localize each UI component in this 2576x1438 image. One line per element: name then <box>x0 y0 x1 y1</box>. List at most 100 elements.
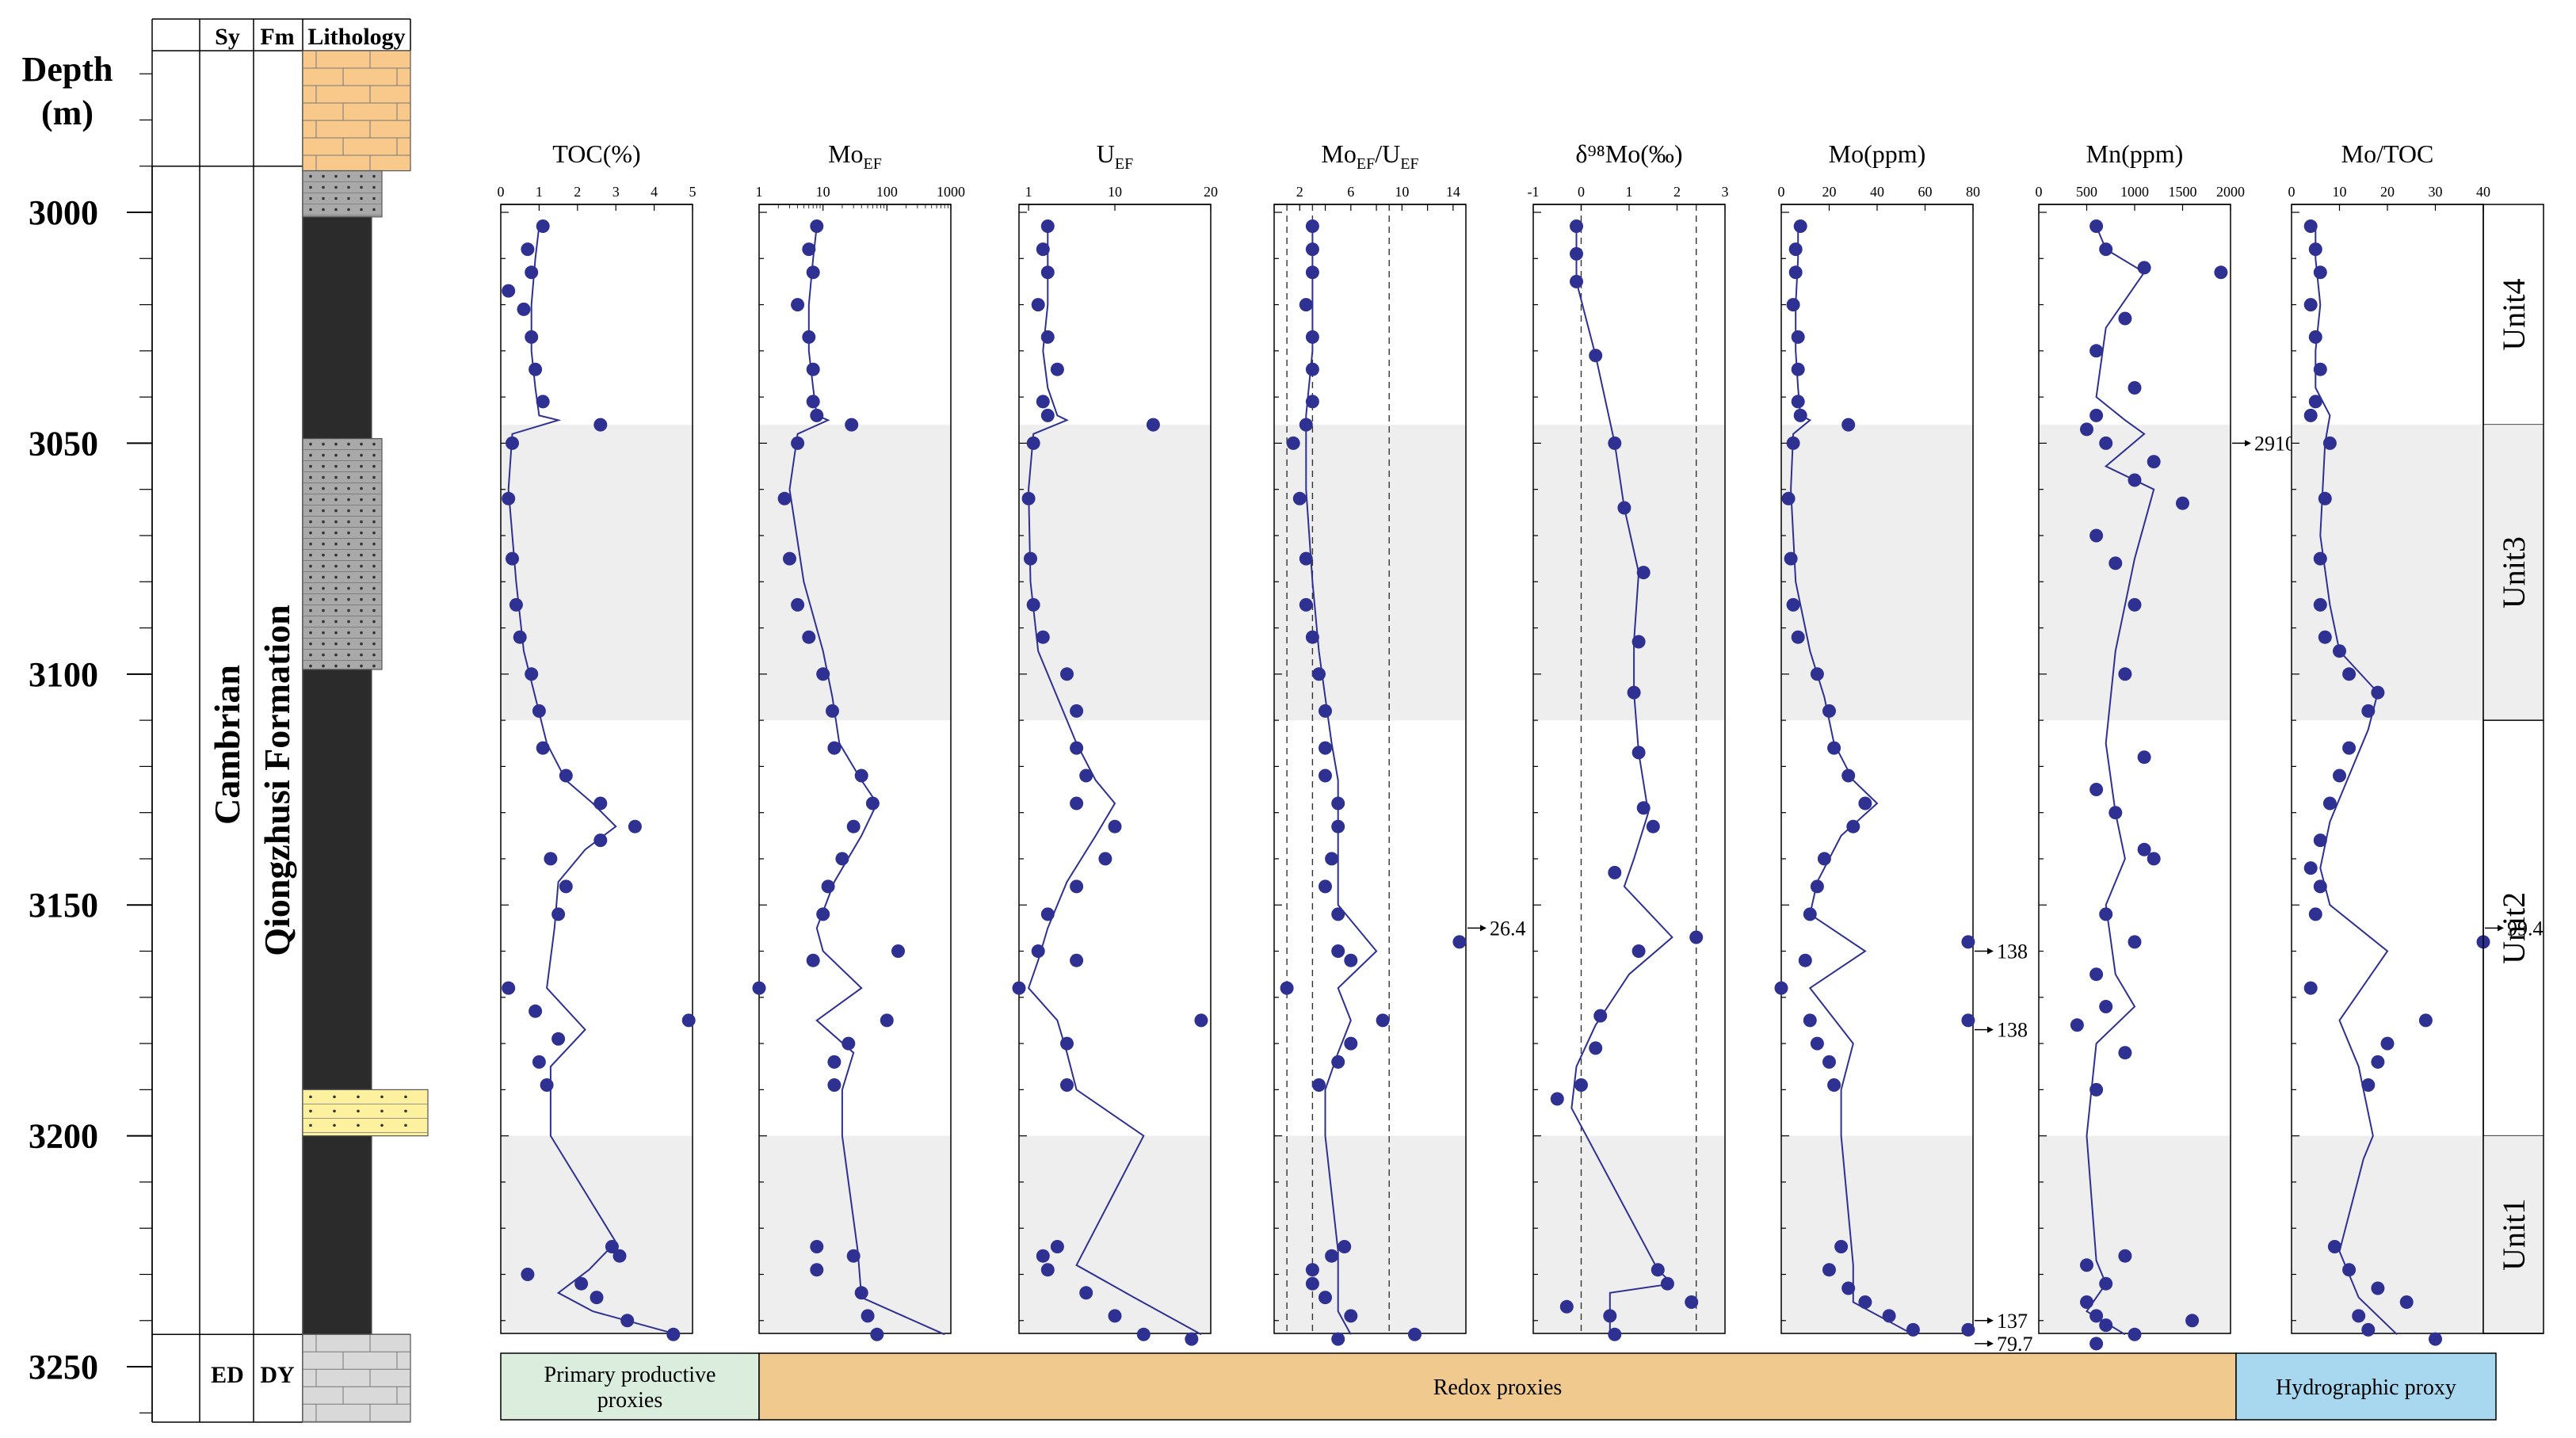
lithology-dot <box>360 475 363 479</box>
panel-title: δ⁹⁸Mo(‰) <box>1575 139 1682 168</box>
data-point <box>1185 1332 1199 1346</box>
trend-line <box>1570 226 1674 1335</box>
data-point <box>1810 667 1824 681</box>
data-point <box>551 907 566 921</box>
annotation-label: 138 <box>1997 1019 2028 1042</box>
lithology-dot <box>309 542 312 546</box>
bottom-system-label: ED <box>211 1362 244 1388</box>
data-point <box>1827 1078 1841 1092</box>
data-point <box>525 265 539 280</box>
lithology-dot <box>322 442 325 446</box>
lithology-dot <box>309 498 312 502</box>
panel-0: TOC(%) 0 1 2 3 4 5 <box>498 139 696 1341</box>
unit-shading <box>2039 1135 2231 1335</box>
lithology-fill <box>302 669 372 1090</box>
lithology-dot <box>347 196 350 200</box>
lithology-fill <box>302 1135 372 1335</box>
data-point <box>1570 274 1583 288</box>
lithology-dot <box>372 174 376 178</box>
lithology-dot <box>309 453 312 457</box>
lithology-dot <box>360 642 363 646</box>
category-1: Redox proxies <box>758 1352 2237 1421</box>
data-point <box>509 597 523 612</box>
panel-title-main: U <box>1097 139 1115 168</box>
lithology-dot <box>347 520 350 524</box>
lithology-dot <box>360 608 363 612</box>
data-point <box>517 302 531 316</box>
x-tick-label: 4 <box>651 184 658 200</box>
panel-title-main: TOC(%) <box>552 139 640 168</box>
data-point <box>1841 769 1856 783</box>
sy-header: Sy <box>215 24 240 50</box>
category-label: Redox proxies <box>1433 1375 1563 1400</box>
panel-title-subscript: EF <box>1400 155 1418 173</box>
data-point <box>666 1327 681 1341</box>
panel-title: UEF <box>1097 139 1133 173</box>
data-point <box>1331 1332 1345 1346</box>
trend-line <box>1305 226 1378 1335</box>
data-point <box>1026 597 1040 612</box>
data-point <box>2214 265 2228 280</box>
unit-label: Unit3 <box>2496 536 2532 608</box>
data-point <box>2303 298 2318 312</box>
data-point <box>681 1013 696 1028</box>
lithology-dot <box>360 631 363 635</box>
lithology-dot <box>334 597 338 601</box>
lithology-dot <box>347 608 350 612</box>
lithology-dot <box>334 442 338 446</box>
lithology-dot <box>334 208 338 212</box>
panel-6: Mn(ppm) 0 500 1000 1500 2000 2910 <box>2036 139 2296 1351</box>
data-point <box>1305 1276 1319 1291</box>
data-point <box>2089 344 2104 358</box>
data-point <box>2313 833 2327 848</box>
lithology-dot <box>372 498 376 502</box>
data-point <box>2308 907 2322 921</box>
data-point <box>2342 667 2357 681</box>
data-point <box>806 265 820 280</box>
data-point <box>1627 685 1641 700</box>
lithology-dot <box>309 1123 312 1127</box>
data-point <box>2327 1240 2341 1253</box>
x-tick-label: 0 <box>2036 184 2043 200</box>
data-point <box>2185 1314 2200 1328</box>
data-point <box>2371 1281 2385 1295</box>
annotation-arrowhead <box>1987 1317 1994 1324</box>
x-tick-label: 0 <box>1578 184 1585 200</box>
data-point <box>1108 819 1122 833</box>
lithology-dot <box>347 185 350 189</box>
data-point <box>861 1309 875 1323</box>
depth-tick-label: 3200 <box>29 1117 98 1156</box>
lithology-dot <box>372 531 376 535</box>
lithology-dot <box>347 631 350 635</box>
lithology-dot <box>322 608 325 612</box>
lithology-dot <box>309 185 312 189</box>
lithology-dot <box>322 575 325 579</box>
lithology-dot <box>322 509 325 513</box>
data-point <box>1784 551 1798 566</box>
data-point <box>1841 418 1856 432</box>
annotation-arrowhead <box>1480 925 1486 932</box>
lithology-dot <box>334 531 338 535</box>
lithology-dot <box>347 475 350 479</box>
x-tick-label: 60 <box>1918 184 1933 200</box>
x-tick-label: 100 <box>876 184 898 200</box>
lithology-dot <box>322 174 325 178</box>
lithology-dot <box>372 520 376 524</box>
annotation-label: 138 <box>1997 940 2028 963</box>
lithology-dot <box>322 631 325 635</box>
unit-shading <box>1781 425 1973 721</box>
data-point <box>1550 1092 1564 1106</box>
data-point <box>2313 597 2327 612</box>
lithology-dot <box>334 575 338 579</box>
trend-line <box>2086 226 2155 1336</box>
data-point <box>1793 219 1807 233</box>
data-point <box>1036 630 1050 644</box>
data-point <box>2089 967 2104 982</box>
data-point <box>2109 806 2123 820</box>
data-point <box>1305 630 1319 644</box>
data-point <box>1631 746 1646 760</box>
lithology-dot <box>322 185 325 189</box>
lithology-dot <box>334 653 338 657</box>
x-tick-label: 20 <box>1822 184 1837 200</box>
lithology-dot <box>322 653 325 657</box>
